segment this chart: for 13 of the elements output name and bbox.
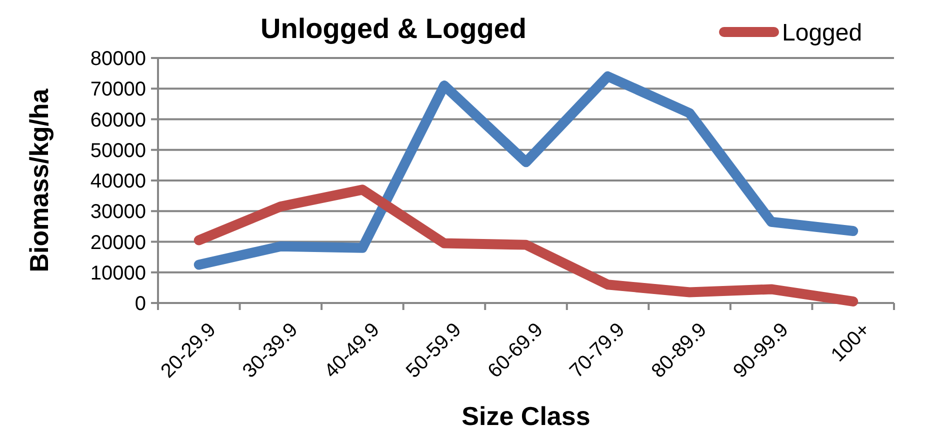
y-tick-label: 0 — [134, 293, 146, 315]
y-tick-label: 20000 — [90, 232, 146, 254]
chart-title: Unlogged & Logged — [260, 13, 527, 44]
y-tick-label: 30000 — [90, 201, 146, 224]
y-axis-title: Biomass/kg/ha — [24, 88, 54, 272]
x-axis-title: Size Class — [462, 401, 590, 431]
y-tick-label: 80000 — [90, 48, 146, 70]
y-tick-label: 10000 — [90, 262, 146, 284]
y-tick-label: 60000 — [90, 109, 146, 132]
legend-label: Logged — [782, 19, 862, 46]
y-tick-label: 40000 — [90, 170, 146, 192]
y-tick-label: 50000 — [90, 140, 146, 162]
y-tick-label: 70000 — [90, 78, 146, 101]
